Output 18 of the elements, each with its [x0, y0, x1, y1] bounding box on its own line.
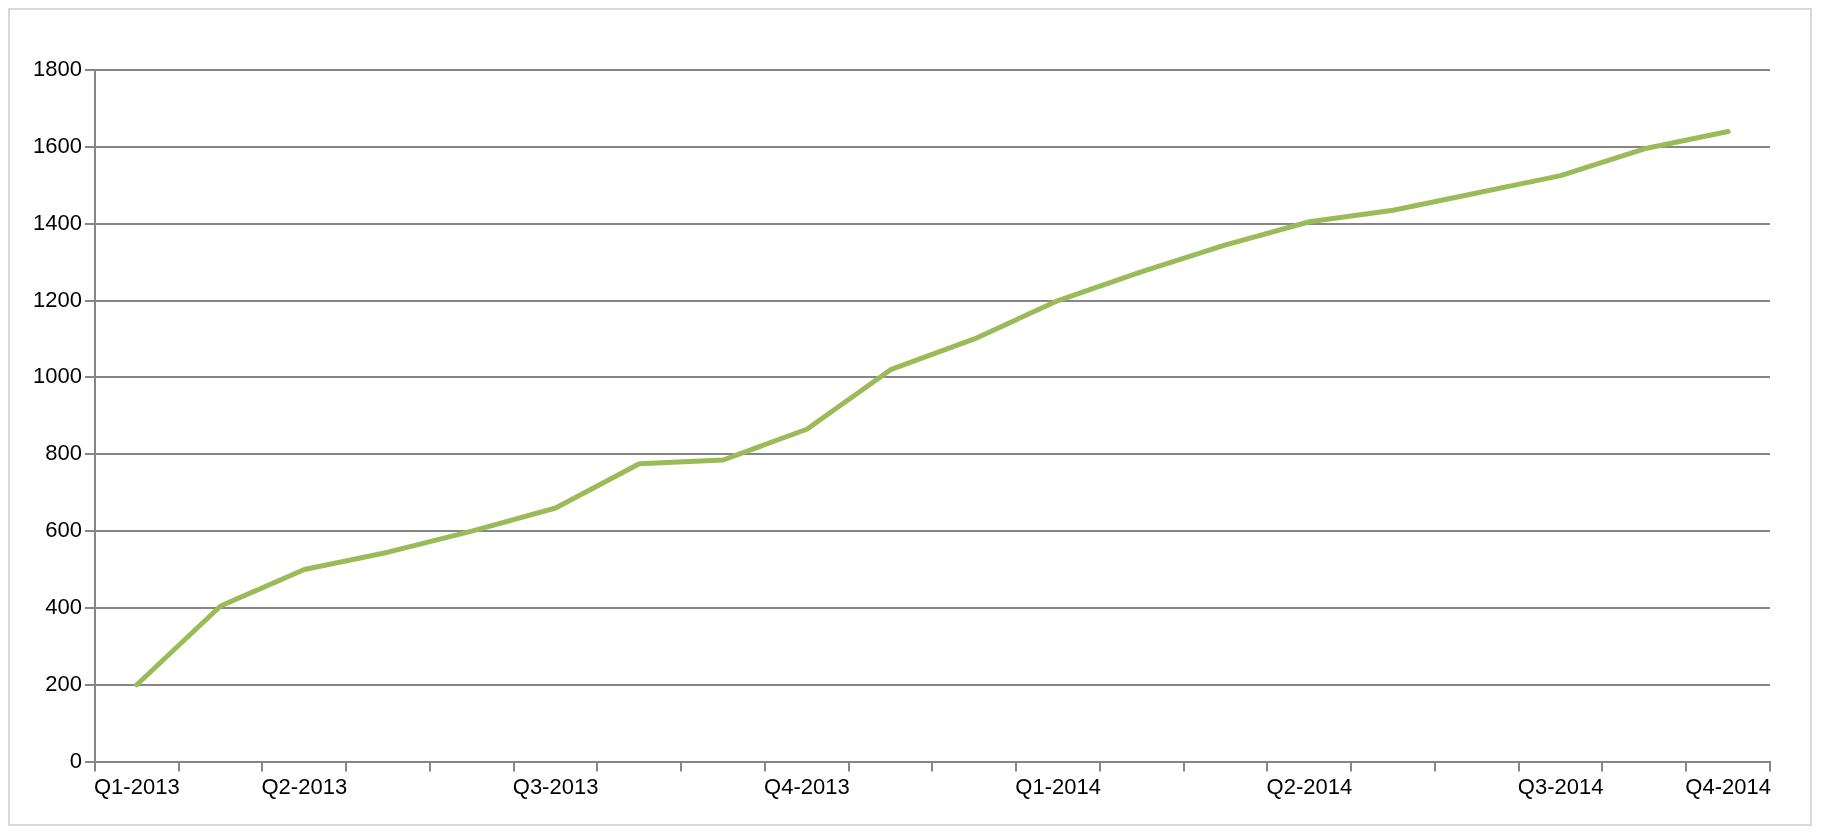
y-tick-label: 1400	[32, 209, 82, 235]
y-tick-label: 1200	[32, 286, 82, 312]
x-tick-label: Q4-2013	[764, 773, 850, 799]
x-tick-label: Q3-2014	[1517, 773, 1604, 799]
y-tick-label: 400	[45, 593, 82, 619]
x-tick-label: Q4-2014	[1685, 773, 1771, 799]
y-tick-label: 1000	[32, 363, 82, 389]
x-tick-label: Q3-2013	[512, 773, 599, 799]
y-tick-label: 800	[45, 440, 82, 466]
y-tick-label: 0	[69, 747, 82, 773]
y-tick-label: 200	[45, 670, 82, 696]
x-tick-label: Q2-2014	[1266, 773, 1353, 799]
y-tick-label: 600	[45, 517, 82, 543]
x-tick-label: Q2-2013	[261, 773, 348, 799]
y-tick-label: 1600	[32, 132, 82, 158]
y-tick-label: 1800	[32, 56, 82, 82]
x-tick-label: Q1-2013	[94, 773, 180, 799]
x-tick-label: Q1-2014	[1015, 773, 1101, 799]
